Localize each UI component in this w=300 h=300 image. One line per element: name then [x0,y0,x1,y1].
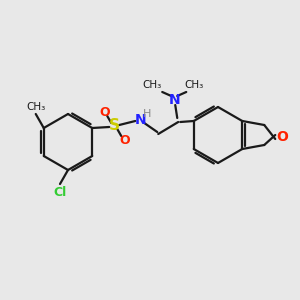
Text: H: H [143,109,152,119]
Text: Cl: Cl [53,185,67,199]
Text: CH₃: CH₃ [184,80,204,90]
Text: O: O [99,106,110,118]
Text: O: O [119,134,130,146]
Text: O: O [276,130,288,144]
Text: CH₃: CH₃ [142,80,162,90]
Text: CH₃: CH₃ [26,102,45,112]
Text: S: S [109,118,120,134]
Text: N: N [168,93,180,107]
Text: N: N [134,113,146,127]
